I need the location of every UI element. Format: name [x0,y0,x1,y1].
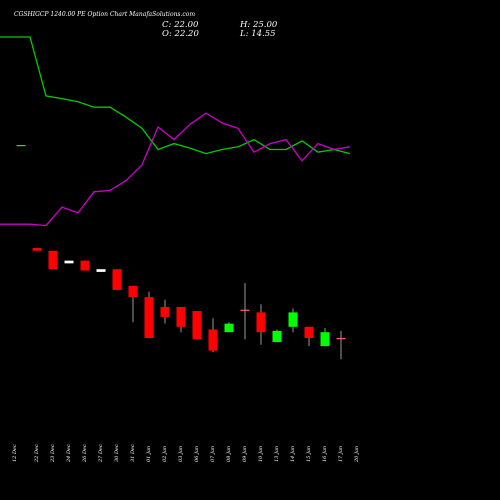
candle [224,322,234,333]
x-tick-label: 02 Jan [162,446,168,462]
x-tick-label: 08 Jan [226,446,232,462]
candle [304,326,314,347]
x-tick-label: 17 Jan [338,446,344,462]
x-tick-label: 22 Dec [34,444,40,463]
candle-body [32,248,42,251]
candles [16,145,346,360]
x-tick-label: 31 Dec [130,444,136,462]
x-tick-label: 27 Dec [98,444,104,463]
magenta-indicator-line [0,112,351,227]
x-tick-label: 12 Dec [12,444,18,462]
x-tick-label: 14 Jan [290,446,296,462]
x-tick-label: 13 Jan [274,446,280,462]
x-tick-label: 20 Jan [354,446,360,463]
chart-title: CGSHIGCP 1240.00 PE Option Chart ManafaS… [14,11,195,18]
high-label: H: 25.00 [239,20,278,30]
candle-body [144,297,154,339]
candle-body [80,260,90,271]
candle [112,269,122,290]
candle [16,145,26,147]
indicator-lines [0,36,351,227]
x-tick-label: 26 Dec [82,444,88,463]
x-tick-label: 30 Dec [114,444,120,462]
x-tick-label: 06 Jan [194,446,200,462]
x-tick-label: 09 Jan [242,446,248,462]
candle-body [128,285,138,298]
candle-body [160,307,170,317]
candle-body [48,250,58,270]
candle-body [96,269,106,272]
candle [96,269,106,272]
candle-body [16,145,26,147]
candle-body [288,312,298,327]
candle-body [64,260,74,264]
candle [80,260,90,271]
x-axis: 12 Dec 22 Dec 23 Dec 24 Dec 26 Dec 27 Dec 30 D… [12,444,360,463]
candle [288,308,298,333]
candle [144,291,154,339]
candle-body [272,330,282,343]
x-tick-label: 15 Jan [306,446,312,462]
candle-body [256,312,266,333]
candle [160,299,170,324]
candle-body [320,332,330,347]
candle [256,304,266,345]
candle [240,283,250,340]
candle [128,285,138,323]
green-indicator-line [0,36,351,155]
candle [208,318,218,352]
candle [176,307,186,333]
x-tick-label: 10 Jan [258,446,264,462]
candle-body [240,309,250,311]
x-tick-label: 07 Jan [210,446,216,462]
candle-body [208,329,218,351]
x-tick-label: 24 Dec [66,444,72,463]
candle [48,250,58,270]
candle [272,329,282,343]
x-tick-label: 01 Jan [146,446,152,462]
low-label: L: 14.55 [239,29,276,39]
candle-body [304,326,314,339]
candle [320,328,330,347]
candle-body [176,307,186,327]
candle-body [336,338,346,340]
candle [192,311,202,340]
open-label: O: 22.20 [162,29,199,39]
x-tick-label: 03 Jan [178,446,184,462]
candle [336,330,346,360]
candle [32,248,42,251]
x-tick-label: 16 Jan [322,446,328,462]
x-tick-label: 23 Dec [50,444,56,463]
candle-body [224,323,234,333]
candle-body [192,311,202,340]
candle [64,260,74,264]
close-label: C: 22.00 [162,20,199,30]
candle-body [112,269,122,290]
